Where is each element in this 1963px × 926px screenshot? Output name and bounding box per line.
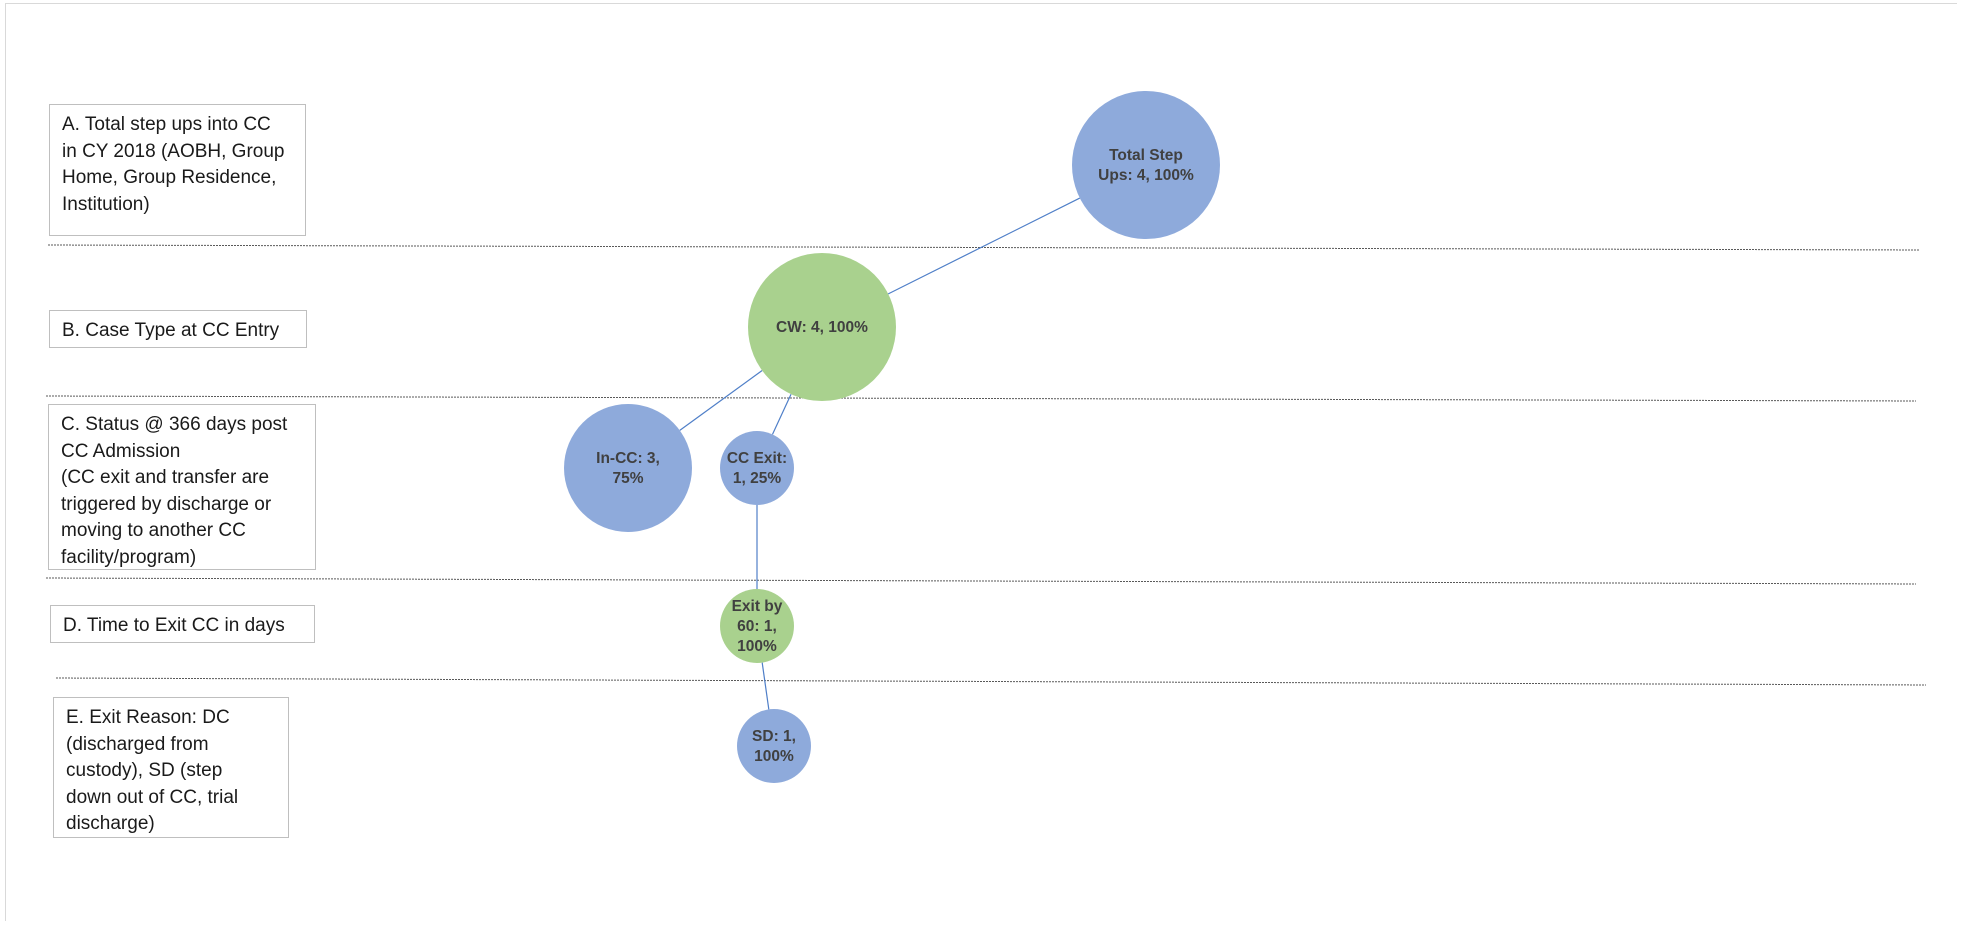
- node-label: In-CC: 3,: [596, 450, 660, 467]
- node-label: 100%: [737, 638, 777, 655]
- node-sd: SD: 1, 100%: [737, 709, 811, 783]
- node-label: 1, 25%: [733, 470, 781, 487]
- node-total: Total Step Ups: 4, 100%: [1072, 91, 1220, 239]
- node-circle: [720, 431, 794, 505]
- node-incc: In-CC: 3, 75%: [564, 404, 692, 532]
- node-label: Total Step: [1109, 147, 1183, 164]
- connector-exit60-sd: [761, 662, 770, 710]
- node-circle: [737, 709, 811, 783]
- node-label: Ups: 4, 100%: [1098, 167, 1194, 184]
- node-label: SD: 1,: [752, 728, 796, 745]
- node-cw: CW: 4, 100%: [748, 253, 896, 401]
- node-label: CC Exit:: [727, 450, 787, 467]
- connector-cw-ccexit: [771, 393, 792, 435]
- node-label: 100%: [754, 748, 794, 765]
- connector-total-cw: [887, 197, 1081, 295]
- level-d-label: D. Time to Exit CC in days: [50, 605, 315, 643]
- level-b-label: B. Case Type at CC Entry: [49, 310, 307, 348]
- level-divider: [55, 677, 1927, 686]
- level-divider: [45, 577, 1917, 585]
- node-exit60: Exit by 60: 1, 100%: [720, 589, 794, 663]
- level-divider: [47, 244, 1921, 251]
- node-label: CW: 4, 100%: [776, 319, 868, 336]
- level-divider: [45, 395, 1917, 402]
- node-ccexit: CC Exit: 1, 25%: [720, 431, 794, 505]
- node-label: 60: 1,: [737, 618, 777, 635]
- level-c-label: C. Status @ 366 days post CC Admission (…: [48, 404, 316, 570]
- node-circle: [720, 589, 794, 663]
- node-circle: [1072, 91, 1220, 239]
- node-label: 75%: [612, 470, 643, 487]
- node-circle: [748, 253, 896, 401]
- level-e-label: E. Exit Reason: DC (discharged from cust…: [53, 697, 289, 838]
- connector-cw-incc: [679, 370, 763, 431]
- node-label: Exit by: [732, 598, 783, 615]
- level-a-label: A. Total step ups into CC in CY 2018 (AO…: [49, 104, 306, 236]
- node-circle: [564, 404, 692, 532]
- diagram-frame: [5, 3, 1957, 921]
